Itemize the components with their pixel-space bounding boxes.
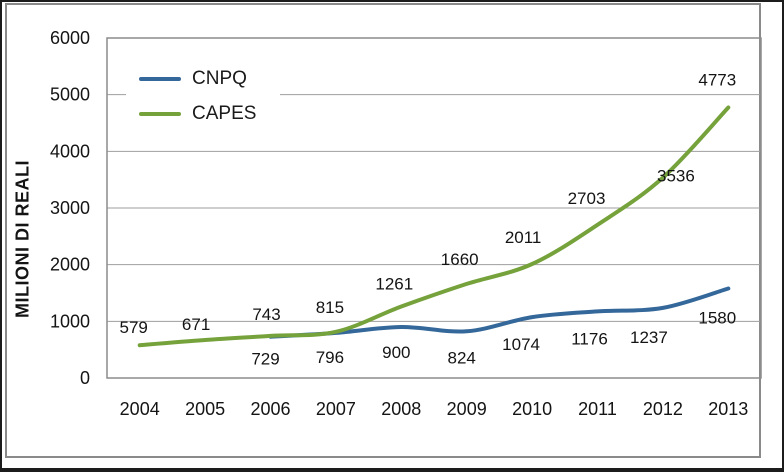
series-line-cnpq [268,286,731,339]
legend-label-cnpq: CNPQ [192,68,247,89]
data-label-capes: 579 [120,318,148,337]
legend-item-capes: CAPES [126,96,280,131]
data-label-cnpq: 729 [251,350,279,369]
data-label-cnpq: 824 [448,348,476,367]
y-tick-label: 2000 [50,255,90,275]
data-label-capes: 2703 [568,189,606,208]
data-label-capes: 1261 [375,275,413,294]
x-tick-label: 2012 [643,399,683,419]
data-label-cnpq: 796 [316,348,344,367]
legend-line-swatch-cnpq [139,76,181,81]
y-tick-label: 5000 [50,85,90,105]
data-label-capes: 2011 [505,228,542,247]
x-tick-label: 2013 [708,399,748,419]
y-tick-label: 4000 [50,141,90,161]
y-tick-label: 1000 [50,311,90,331]
series-line-capes [137,105,731,348]
data-label-capes: 671 [182,315,210,334]
x-tick-label: 2010 [512,399,552,419]
legend: CNPQ CAPES [126,52,280,130]
legend-label-capes: CAPES [192,103,257,124]
y-tick-label: 6000 [50,28,90,48]
x-tick-label: 2007 [316,399,356,419]
data-label-cnpq: 1176 [571,329,608,348]
x-tick-label: 2009 [447,399,487,419]
legend-item-cnpq: CNPQ [126,61,280,96]
data-label-capes: 4773 [698,71,736,90]
data-label-capes: 815 [316,298,344,317]
x-tick-label: 2011 [578,399,617,419]
data-label-capes: 1660 [441,250,479,269]
data-label-cnpq: 1237 [630,328,668,347]
y-tick-label: 0 [80,368,90,388]
x-tick-label: 2006 [250,399,290,419]
x-tick-label: 2005 [185,399,225,419]
y-tick-label: 3000 [50,198,90,218]
data-label-cnpq: 900 [382,343,410,362]
x-tick-label: 2008 [381,399,421,419]
x-tick-label: 2004 [120,399,160,419]
plot-border [106,37,762,379]
y-axis-title: MILIONI DI REALI [12,160,33,318]
data-label-cnpq: 1074 [502,335,540,354]
data-label-capes: 3536 [657,167,695,186]
legend-line-swatch-capes [139,111,181,116]
data-label-cnpq: 1580 [698,308,736,327]
data-label-capes: 743 [252,305,280,324]
